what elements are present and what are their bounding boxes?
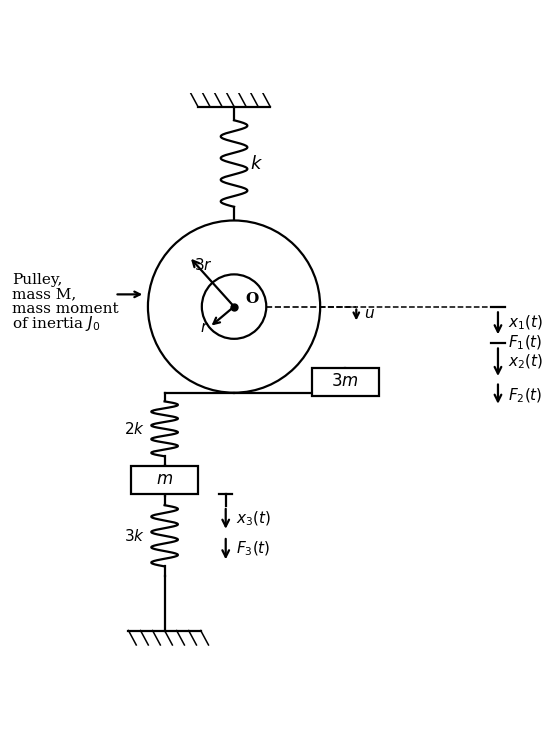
Circle shape (202, 274, 266, 339)
Text: Pulley,: Pulley, (12, 273, 62, 287)
Text: $u$: $u$ (364, 307, 374, 321)
Text: $m$: $m$ (156, 471, 173, 488)
Text: $3k$: $3k$ (124, 528, 145, 544)
Text: $x_2(t)$: $x_2(t)$ (508, 353, 543, 371)
Text: $2k$: $2k$ (124, 421, 145, 437)
Text: mass M,: mass M, (12, 288, 76, 302)
Text: $x_3(t)$: $x_3(t)$ (236, 510, 271, 528)
Text: mass moment: mass moment (12, 302, 119, 316)
Bar (312, 368, 379, 396)
Text: $k$: $k$ (250, 155, 262, 173)
Text: $3m$: $3m$ (331, 373, 359, 390)
Text: $F_1(t)$: $F_1(t)$ (508, 333, 543, 352)
Text: $3r$: $3r$ (194, 257, 213, 273)
Text: $r$: $r$ (200, 321, 209, 335)
Text: $F_3(t)$: $F_3(t)$ (236, 540, 270, 558)
Text: $x_1(t)$: $x_1(t)$ (508, 314, 543, 333)
Text: $F_2(t)$: $F_2(t)$ (508, 386, 543, 405)
Text: of inertia $J_0$: of inertia $J_0$ (12, 313, 100, 333)
Text: O: O (245, 293, 258, 306)
Bar (131, 466, 198, 494)
Circle shape (148, 221, 320, 393)
